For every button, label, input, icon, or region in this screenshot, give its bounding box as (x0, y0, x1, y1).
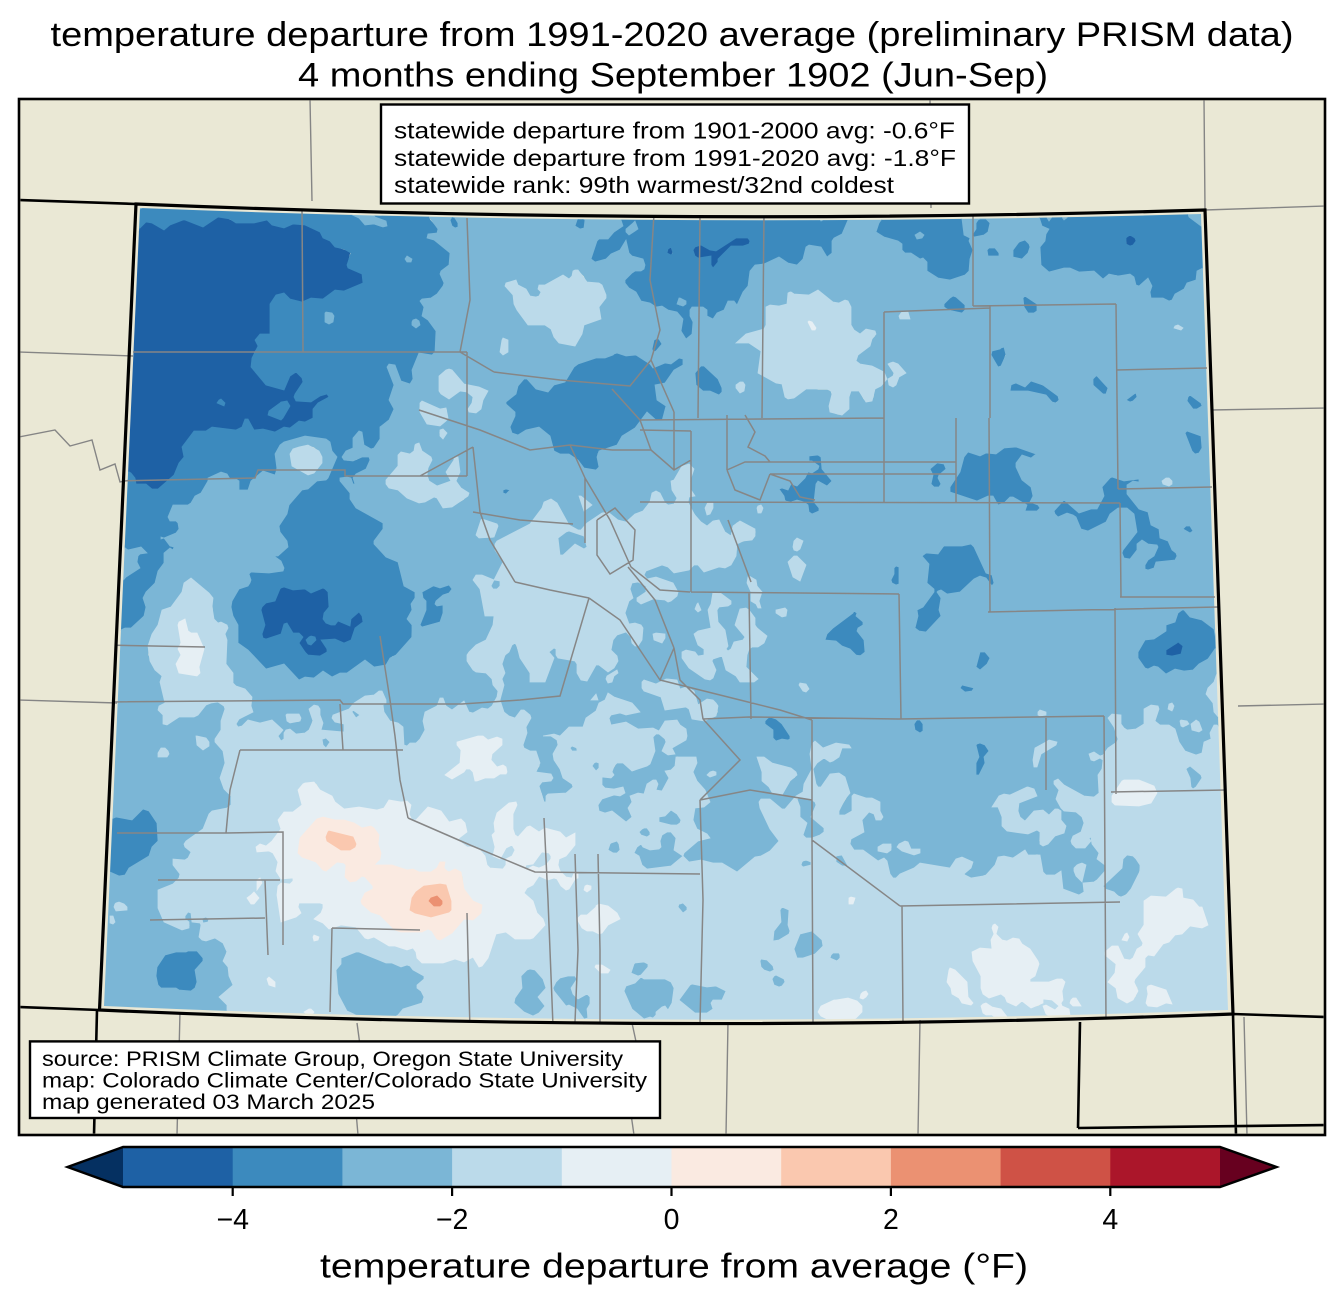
svg-text:−2: −2 (436, 1204, 469, 1236)
svg-text:temperature departure from ave: temperature departure from average (°F) (320, 1247, 1028, 1285)
svg-text:statewide rank: 99th warmest/3: statewide rank: 99th warmest/32nd coldes… (394, 172, 895, 198)
svg-text:source: PRISM Climate Group, O: source: PRISM Climate Group, Oregon Stat… (42, 1047, 623, 1071)
svg-text:statewide departure from 1991-: statewide departure from 1991-2020 avg: … (394, 145, 956, 171)
svg-text:map generated 03 March 2025: map generated 03 March 2025 (42, 1090, 375, 1114)
svg-text:temperature departure from 199: temperature departure from 1991-2020 ave… (51, 16, 1294, 54)
svg-text:4 months ending September 1902: 4 months ending September 1902 (Jun-Sep) (298, 57, 1048, 95)
svg-text:2: 2 (883, 1204, 899, 1236)
svg-text:map: Colorado Climate Center/C: map: Colorado Climate Center/Colorado St… (42, 1069, 647, 1093)
svg-text:statewide departure from 1901-: statewide departure from 1901-2000 avg: … (394, 118, 955, 144)
svg-text:4: 4 (1102, 1204, 1118, 1236)
svg-text:−4: −4 (216, 1204, 249, 1236)
svg-text:0: 0 (664, 1204, 680, 1236)
